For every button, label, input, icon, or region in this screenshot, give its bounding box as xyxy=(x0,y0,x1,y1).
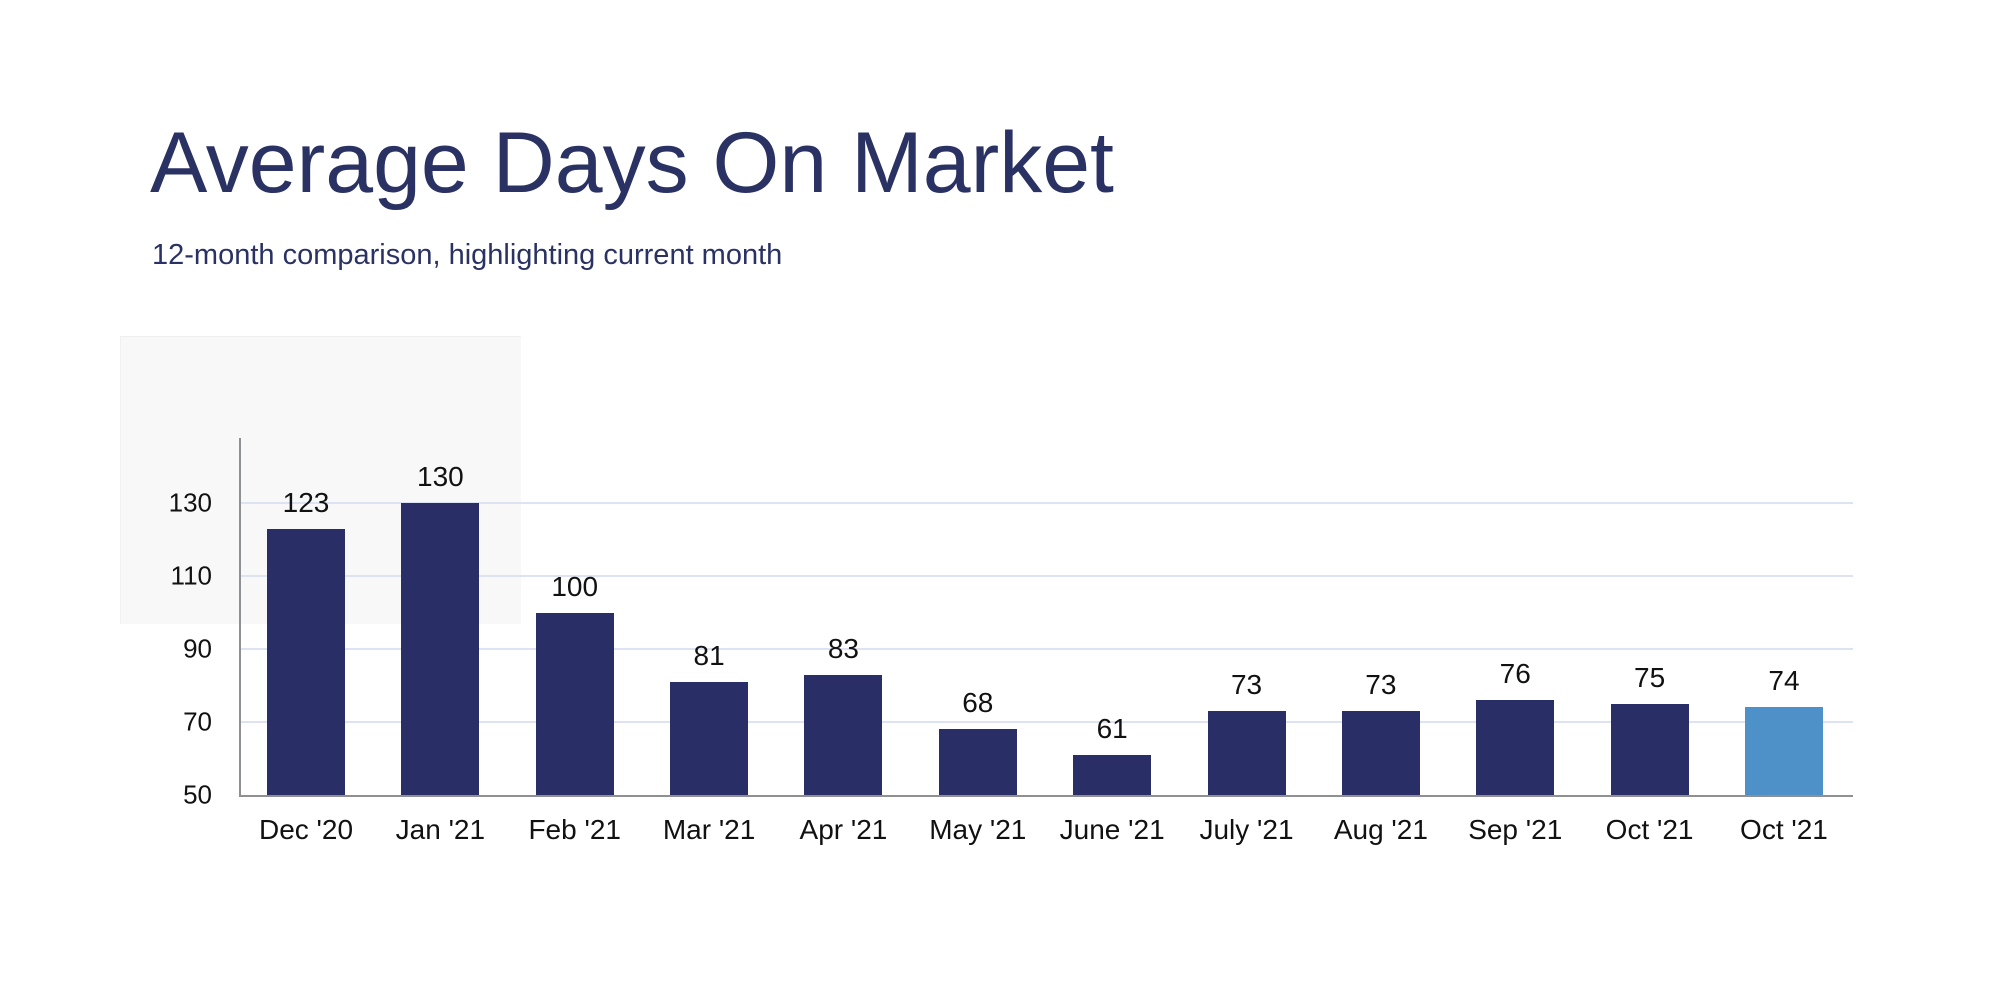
bar-value-label-9: 76 xyxy=(1499,658,1531,690)
y-axis-label-130: 130 xyxy=(168,487,212,518)
bar-value-label-10: 75 xyxy=(1634,661,1666,693)
bar-9 xyxy=(1476,700,1555,795)
bar-4 xyxy=(804,674,883,795)
y-axis-label-70: 70 xyxy=(183,706,212,737)
bar-5 xyxy=(938,729,1017,795)
x-axis-label-11: Oct '21 xyxy=(1740,814,1828,845)
x-axis-label-2: Feb '21 xyxy=(528,814,621,845)
bar-8 xyxy=(1341,711,1420,795)
bar-7 xyxy=(1207,711,1286,795)
x-axis-label-3: Mar '21 xyxy=(662,814,756,845)
bar-0 xyxy=(267,528,345,795)
y-axis-label-50: 50 xyxy=(183,779,212,810)
gridline-130 xyxy=(241,502,1853,504)
y-axis-line xyxy=(239,438,241,797)
y-axis-label-90: 90 xyxy=(183,633,212,664)
x-axis-label-5: May '21 xyxy=(929,814,1027,845)
gridline-110 xyxy=(241,575,1853,577)
x-axis-label-8: Aug '21 xyxy=(1333,814,1428,845)
bar-10 xyxy=(1610,703,1689,795)
x-axis-label-10: Oct '21 xyxy=(1605,814,1694,845)
page-subtitle: 12-month comparison, highlighting curren… xyxy=(152,239,783,271)
bar-value-label-2: 100 xyxy=(551,570,599,602)
bar-value-label-0: 123 xyxy=(282,486,330,518)
bar-value-label-11: 74 xyxy=(1768,665,1800,697)
bar-11-current-month xyxy=(1744,707,1823,795)
bar-value-label-4: 83 xyxy=(827,632,860,664)
x-axis-label-7: July '21 xyxy=(1199,814,1294,845)
page-title: Average Days On Market xyxy=(150,115,1114,211)
bar-1 xyxy=(401,503,480,795)
x-axis-label-4: Apr '21 xyxy=(799,814,888,845)
bar-value-label-3: 81 xyxy=(693,639,725,671)
bar-value-label-1: 130 xyxy=(417,461,464,492)
x-axis-label-9: Sep '21 xyxy=(1468,814,1563,845)
bar-3 xyxy=(670,681,749,795)
bar-value-label-6: 61 xyxy=(1096,712,1128,744)
gridline-90 xyxy=(241,648,1853,650)
y-axis-label-110: 110 xyxy=(170,560,212,591)
x-axis-label-1: Jan '21 xyxy=(395,814,486,845)
bar-2 xyxy=(535,612,614,795)
bar-value-label-7: 73 xyxy=(1230,669,1263,701)
bar-value-label-8: 73 xyxy=(1365,669,1397,701)
x-axis-label-0: Dec '20 xyxy=(258,814,354,845)
gridline-70 xyxy=(241,721,1853,723)
bar-6 xyxy=(1073,754,1152,795)
bar-value-label-5: 68 xyxy=(962,687,994,719)
x-axis-line xyxy=(239,795,1853,797)
x-axis-label-6: June '21 xyxy=(1059,814,1165,845)
